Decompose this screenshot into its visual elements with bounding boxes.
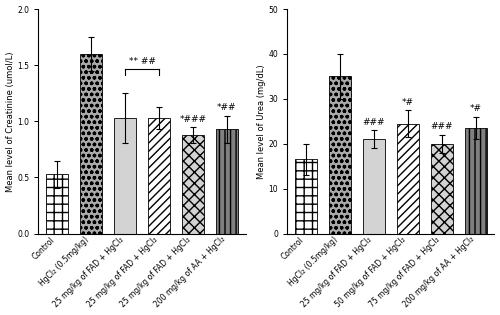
Bar: [46, 174, 68, 233]
Bar: [363, 139, 385, 233]
Text: *##: *##: [217, 103, 236, 112]
Y-axis label: Mean level of Urea (mg/dL): Mean level of Urea (mg/dL): [256, 64, 266, 179]
Text: ** ##: ** ##: [128, 57, 156, 66]
Bar: [114, 118, 136, 233]
Bar: [80, 54, 102, 233]
Text: *###: *###: [180, 115, 206, 123]
Text: *#: *#: [402, 98, 414, 107]
Y-axis label: Mean level of Creatinine (umol/L): Mean level of Creatinine (umol/L): [6, 51, 15, 192]
Bar: [464, 128, 487, 233]
Text: *#: *#: [470, 105, 482, 113]
Text: ###: ###: [430, 123, 453, 131]
Bar: [397, 123, 419, 233]
Bar: [295, 159, 317, 233]
Bar: [431, 144, 453, 233]
Bar: [329, 77, 351, 233]
Bar: [148, 118, 170, 233]
Bar: [182, 135, 204, 233]
Bar: [216, 129, 238, 233]
Text: ###: ###: [362, 118, 385, 127]
